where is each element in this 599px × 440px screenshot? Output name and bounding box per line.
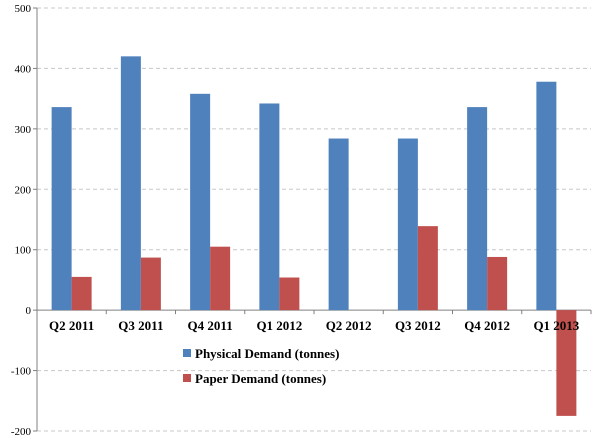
bar-physical-demand <box>536 81 557 311</box>
bar-physical-demand <box>397 138 418 311</box>
x-category-label: Q3 2011 <box>118 318 163 333</box>
bar-paper-demand <box>556 310 577 416</box>
legend-swatch-physical <box>183 349 191 357</box>
axes <box>33 7 592 432</box>
y-tick-label: 400 <box>15 63 32 75</box>
bar-physical-demand <box>120 56 141 311</box>
bar-paper-demand <box>417 226 438 311</box>
x-category-label: Q3 2012 <box>395 318 441 333</box>
bars <box>51 56 577 416</box>
gridlines <box>37 7 591 432</box>
bar-physical-demand <box>259 103 280 311</box>
bar-physical-demand <box>51 107 72 311</box>
bar-paper-demand <box>140 257 161 311</box>
bar-paper-demand <box>71 276 92 311</box>
legend: Physical Demand (tonnes) Paper Demand (to… <box>183 346 339 386</box>
x-category-label: Q1 2013 <box>533 318 579 333</box>
bar-physical-demand <box>190 93 211 311</box>
x-category-label: Q2 2011 <box>49 318 94 333</box>
bar-paper-demand <box>279 277 300 311</box>
legend-label-physical: Physical Demand (tonnes) <box>195 346 339 361</box>
y-tick-label: 200 <box>15 184 32 196</box>
y-tick-label: 100 <box>15 245 32 257</box>
y-tick-label: 0 <box>26 305 32 317</box>
y-tick-label: 500 <box>15 3 32 15</box>
y-tick-label: 300 <box>15 124 32 136</box>
bar-physical-demand <box>328 138 349 311</box>
legend-swatch-paper <box>183 374 191 382</box>
x-category-label: Q2 2012 <box>326 318 372 333</box>
bar-physical-demand <box>467 107 488 311</box>
bar-paper-demand <box>487 256 508 311</box>
y-tick-label: -200 <box>11 426 32 438</box>
y-tick-label: -100 <box>11 366 32 378</box>
category-labels: Q2 2011 Q3 2011 Q4 2011 Q1 2012 Q2 2012 Q3 20… <box>49 318 580 333</box>
y-tick-labels: -200 -100 0 100 200 300 400 500 <box>11 3 32 438</box>
x-category-label: Q4 2012 <box>464 318 510 333</box>
x-category-label: Q1 2012 <box>256 318 302 333</box>
x-category-label: Q4 2011 <box>188 318 233 333</box>
legend-label-paper: Paper Demand (tonnes) <box>195 371 326 386</box>
bar-paper-demand <box>210 246 231 311</box>
